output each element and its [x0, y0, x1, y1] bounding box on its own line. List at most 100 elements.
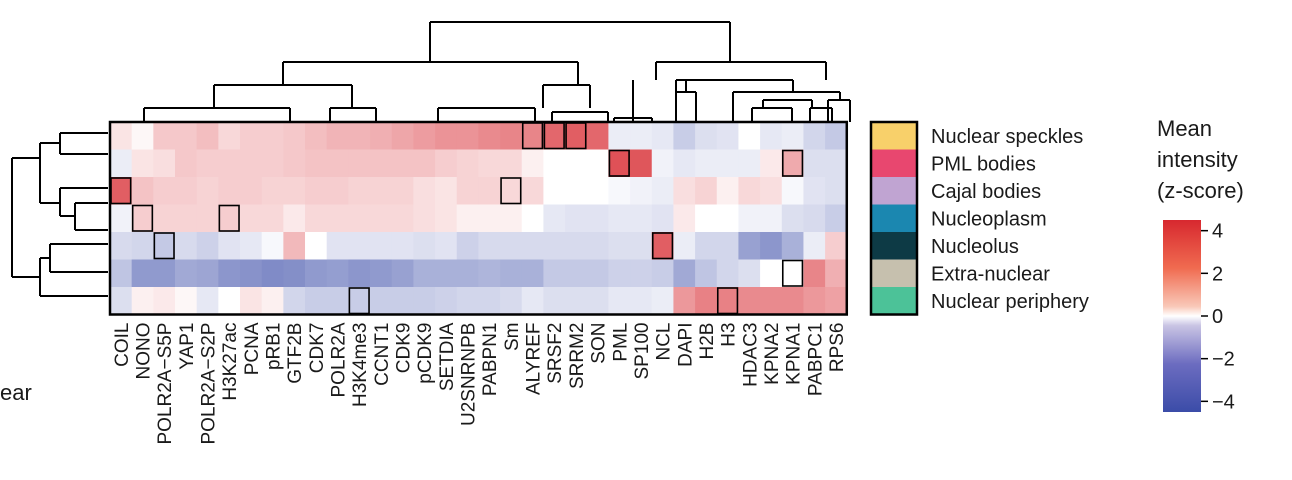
- heatmap-border: [108, 120, 849, 316]
- colorbar-tick-label-2: 0: [1212, 306, 1223, 328]
- column-label-6: PCNA: [242, 322, 263, 375]
- cell-r2-c3: [175, 177, 198, 205]
- cell-r3-c0: [110, 204, 133, 233]
- column-label-27: H2B: [697, 323, 718, 360]
- cell-r1-c8: [283, 149, 306, 178]
- cell-r1-c14: [413, 149, 436, 178]
- cell-r5-c12: [370, 259, 393, 288]
- column-label-4: POLR2A−S2P: [199, 323, 220, 445]
- cell-r6-c7: [261, 287, 284, 315]
- cell-r3-c6: [240, 204, 263, 233]
- cell-r2-c2: [153, 177, 176, 205]
- cell-r6-c19: [521, 287, 544, 315]
- cell-r0-c28: [716, 122, 739, 150]
- cell-r5-c9: [305, 259, 328, 288]
- cell-r6-c1: [131, 287, 154, 315]
- cell-r3-c21: [565, 204, 588, 233]
- cell-r4-c28: [716, 232, 739, 260]
- cell-r4-c21: [565, 232, 588, 260]
- cell-r4-c31: [781, 232, 804, 260]
- column-label-17: PABPN1: [480, 322, 501, 396]
- cell-r0-c6: [240, 122, 263, 150]
- cell-r3-c1: [131, 204, 154, 233]
- cell-r5-c20: [543, 259, 566, 288]
- cell-r1-c33: [825, 149, 848, 178]
- cell-r3-c4: [196, 204, 219, 233]
- cell-r3-c14: [413, 204, 436, 233]
- cell-r6-c13: [391, 287, 414, 315]
- cell-r5-c2: [153, 259, 176, 288]
- colorbar-tick-label-0: 4: [1212, 221, 1223, 243]
- cell-r2-c8: [283, 177, 306, 205]
- cell-r5-c6: [240, 259, 263, 288]
- cell-r6-c20: [543, 287, 566, 315]
- cell-r1-c25: [651, 149, 674, 178]
- cell-r4-c12: [370, 232, 393, 260]
- cropped-left-label: ear: [0, 380, 32, 405]
- row-color-swatch-0: [871, 122, 917, 150]
- cell-r3-c23: [608, 204, 631, 233]
- cell-r3-c13: [391, 204, 414, 233]
- column-label-28: H3: [719, 323, 740, 347]
- row-color-swatch-1: [871, 149, 917, 178]
- cell-r2-c9: [305, 177, 328, 205]
- cell-r3-c27: [695, 204, 718, 233]
- highlight-box-r4-c25: [651, 232, 674, 260]
- cell-r3-c31: [781, 204, 804, 233]
- cell-r3-c2: [153, 204, 176, 233]
- cell-r5-c31: [781, 259, 804, 288]
- cell-r4-c18: [500, 232, 523, 260]
- column-label-25: NCL: [654, 323, 675, 361]
- cell-r1-c32: [803, 149, 826, 178]
- cell-r4-c10: [326, 232, 349, 260]
- cell-r6-c10: [326, 287, 349, 315]
- row-color-swatch-5: [871, 259, 917, 288]
- colorbar-gradient: [1163, 220, 1201, 412]
- cell-r4-c17: [478, 232, 501, 260]
- cell-r4-c4: [196, 232, 219, 260]
- cell-r5-c4: [196, 259, 219, 288]
- cell-r2-c20: [543, 177, 566, 205]
- cell-r2-c16: [456, 177, 479, 205]
- cell-r5-c11: [348, 259, 371, 288]
- cell-r0-c17: [478, 122, 501, 150]
- cell-r6-c29: [738, 287, 761, 315]
- cell-r6-c31: [781, 287, 804, 315]
- column-label-14: pCDK9: [415, 323, 436, 384]
- cell-r6-c23: [608, 287, 631, 315]
- cell-r2-c30: [760, 177, 783, 205]
- cell-r3-c15: [435, 204, 458, 233]
- cell-r2-c12: [370, 177, 393, 205]
- colorbar-tick-label-1: 2: [1212, 263, 1223, 285]
- cell-r4-c14: [413, 232, 436, 260]
- cell-r1-c5: [218, 149, 241, 178]
- cell-r3-c32: [803, 204, 826, 233]
- cell-r0-c23: [608, 122, 631, 150]
- cell-r3-c26: [673, 204, 696, 233]
- cell-r0-c33: [825, 122, 848, 150]
- column-label-3: YAP1: [177, 323, 198, 370]
- cell-r3-c7: [261, 204, 284, 233]
- cell-r5-c19: [521, 259, 544, 288]
- cell-r0-c26: [673, 122, 696, 150]
- column-label-23: PML: [610, 323, 631, 362]
- highlight-box-r2-c18: [500, 177, 522, 205]
- cell-r2-c14: [413, 177, 436, 205]
- column-label-12: CCNT1: [372, 323, 393, 386]
- cell-r4-c6: [240, 232, 263, 260]
- cell-r5-c0: [110, 259, 133, 288]
- cell-r6-c28: [716, 287, 739, 315]
- cell-r1-c30: [760, 149, 783, 178]
- cell-r0-c10: [326, 122, 349, 150]
- column-label-32: PABPC1: [805, 323, 826, 397]
- colorbar-ticks: 4 2 0 −2 −4: [1201, 221, 1235, 413]
- cell-r3-c3: [175, 204, 198, 233]
- cell-r1-c29: [738, 149, 761, 178]
- cell-r6-c11: [348, 287, 371, 315]
- cell-r4-c24: [630, 232, 653, 260]
- cell-r2-c17: [478, 177, 501, 205]
- cell-r5-c21: [565, 259, 588, 288]
- cell-r6-c33: [825, 287, 848, 315]
